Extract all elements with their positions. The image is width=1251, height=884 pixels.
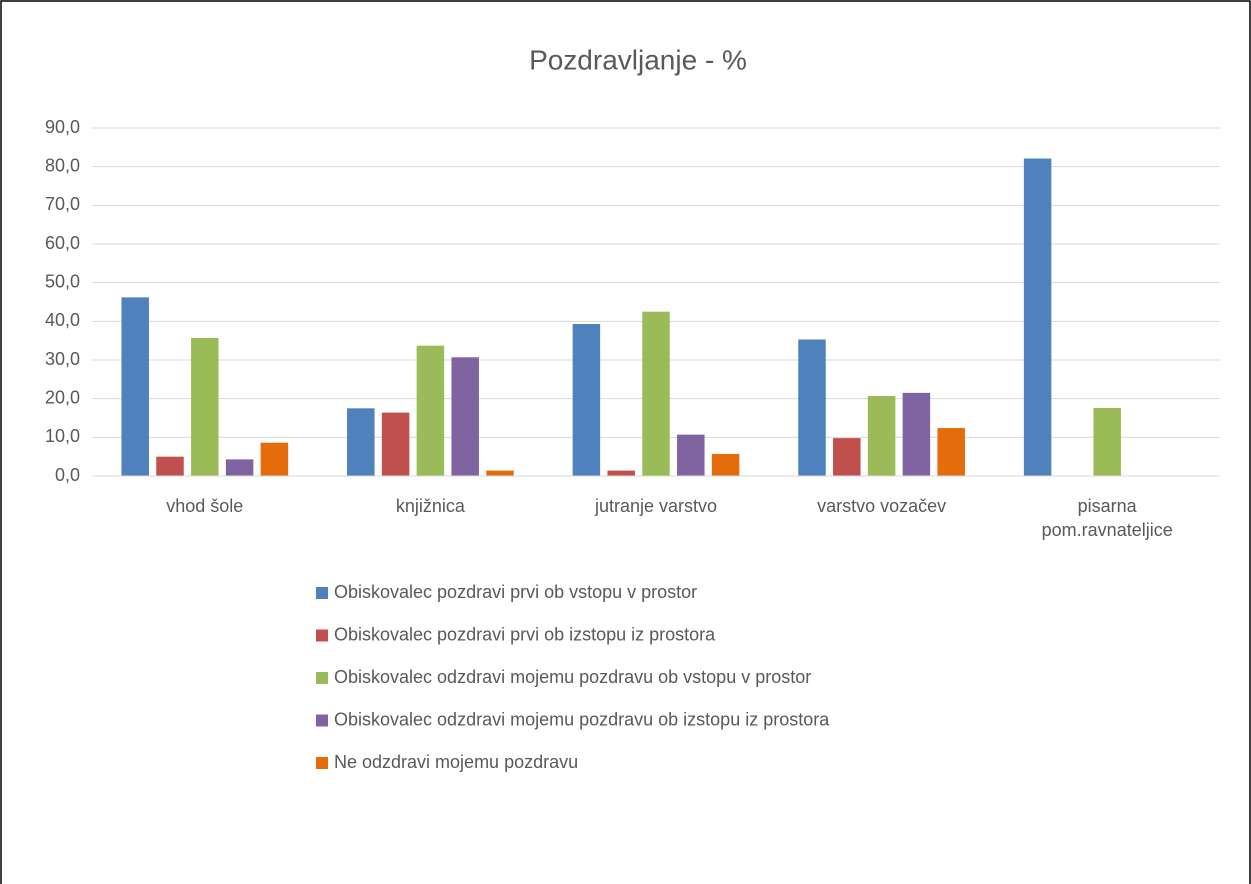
bar <box>451 357 479 476</box>
y-tick-label: 90,0 <box>45 117 80 137</box>
y-tick-label: 10,0 <box>45 426 80 446</box>
bar <box>833 438 861 476</box>
bar <box>381 412 410 476</box>
bar <box>937 428 965 476</box>
bar <box>225 459 254 476</box>
bar <box>642 311 670 476</box>
legend-swatch <box>316 587 328 599</box>
legend-label: Obiskovalec pozdravi prvi ob vstopu v pr… <box>334 582 697 602</box>
y-tick-label: 0,0 <box>55 465 80 485</box>
bar <box>156 456 184 476</box>
x-tick-label: vhod šole <box>166 496 244 516</box>
bar <box>347 408 375 476</box>
y-tick-label: 80,0 <box>45 155 80 175</box>
y-tick-label: 60,0 <box>45 233 80 253</box>
y-tick-label: 40,0 <box>45 310 80 330</box>
bar <box>867 395 896 476</box>
x-tick-label: knjižnica <box>395 496 465 516</box>
legend-swatch <box>316 629 328 642</box>
y-tick-label: 20,0 <box>45 387 80 407</box>
legend-label: Ne odzdravi mojemu pozdravu <box>334 752 578 772</box>
y-tick-label: 30,0 <box>45 349 80 369</box>
legend-label: Obiskovalec odzdravi mojemu pozdravu ob … <box>334 667 811 687</box>
bar <box>607 470 635 476</box>
x-tick-label: jutranje varstvo <box>594 496 718 516</box>
bar <box>1023 158 1052 476</box>
bar <box>677 434 705 476</box>
bar <box>572 324 601 476</box>
legend-label: Obiskovalec odzdravi mojemu pozdravu ob … <box>334 709 830 729</box>
bar <box>416 345 445 476</box>
legend-label: Obiskovalec pozdravi prvi ob izstopu iz … <box>334 624 716 644</box>
legend-swatch <box>316 757 328 769</box>
bar <box>711 453 740 476</box>
bar <box>1093 407 1121 476</box>
bar <box>121 297 149 476</box>
bar <box>191 337 219 476</box>
bar <box>260 442 289 476</box>
legend-swatch <box>316 714 328 727</box>
bar <box>486 470 514 476</box>
y-tick-label: 70,0 <box>45 194 80 214</box>
bar <box>798 339 826 476</box>
bar <box>902 392 931 476</box>
x-tick-label: varstvo vozačev <box>817 496 947 516</box>
y-tick-label: 50,0 <box>45 271 80 291</box>
chart-title: Pozdravljanje - % <box>529 44 747 75</box>
x-tick-label: pisarna pom.ravnateljice <box>1041 496 1173 540</box>
legend-swatch <box>316 672 328 684</box>
